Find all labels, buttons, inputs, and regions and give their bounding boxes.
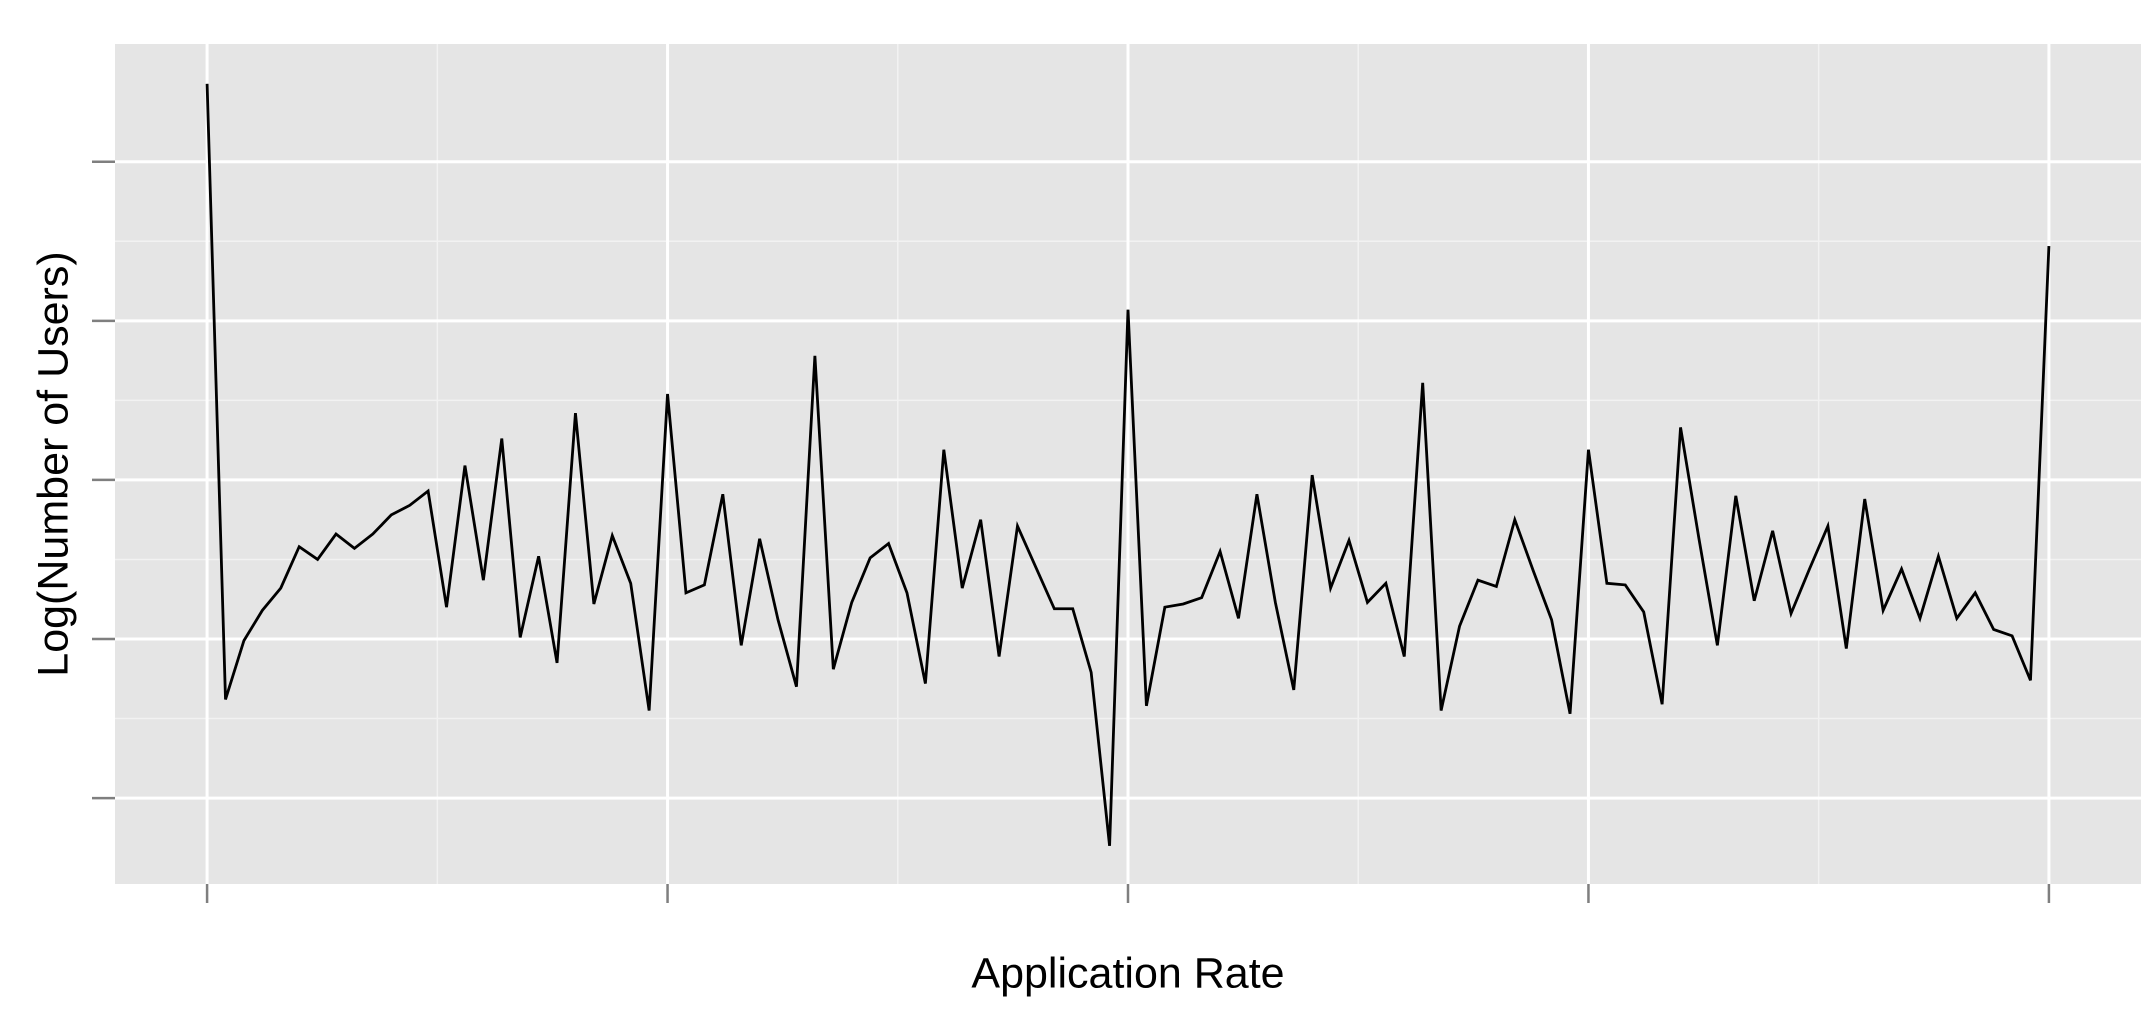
y-axis-title: Log(Number of Users) [29,251,77,676]
x-axis-title: Application Rate [971,949,1284,997]
data-line [205,83,2051,846]
